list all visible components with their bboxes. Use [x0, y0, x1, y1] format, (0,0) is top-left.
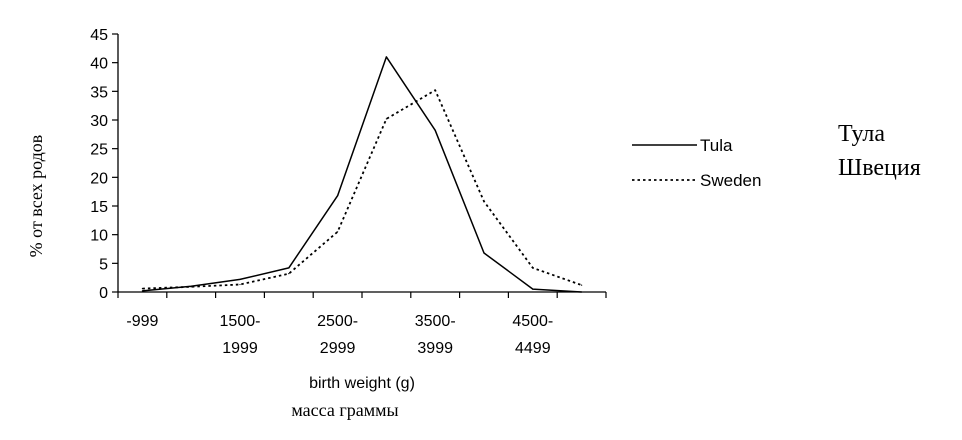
x-tick-label: -999 [126, 313, 158, 330]
data-point-tula [581, 291, 583, 293]
data-point-tula [483, 252, 485, 254]
data-point-tula [532, 288, 534, 290]
data-point-sweden [190, 286, 192, 288]
legend-ru-tula: Тула [838, 121, 885, 147]
y-tick-label: 0 [99, 285, 108, 302]
y-tick-label: 40 [90, 56, 108, 73]
x-tick-label: 3999 [417, 340, 453, 357]
y-tick-label: 30 [90, 113, 108, 130]
series-line-tula [142, 56, 582, 293]
legend-ru-sweden: Швеция [838, 155, 921, 181]
y-tick-label: 35 [90, 84, 108, 101]
data-point-sweden [141, 287, 143, 290]
data-point-sweden [581, 284, 583, 286]
y-tick-label: 20 [90, 170, 108, 187]
data-point-sweden [239, 283, 241, 286]
data-point-tula [288, 267, 290, 269]
data-point-tula [337, 195, 339, 197]
x-tick-label: 4499 [515, 340, 551, 357]
x-tick-label: 3500- [415, 313, 456, 330]
series-line-sweden [142, 89, 582, 290]
legend-label-sweden: Sweden [700, 171, 761, 190]
x-axis-label: birth weight (g) [309, 375, 415, 392]
y-tick-label: 5 [99, 256, 108, 273]
data-point-sweden [385, 118, 387, 120]
data-point-sweden [288, 273, 290, 275]
data-point-sweden [337, 231, 339, 233]
data-point-tula [385, 56, 387, 58]
x-axis-label-ru: масса граммы [291, 400, 398, 420]
x-tick-label: 1500- [220, 313, 261, 330]
data-point-sweden [532, 267, 534, 269]
data-point-sweden [434, 89, 436, 91]
legend: Tula Sweden [632, 136, 761, 190]
y-tick-label: 25 [90, 142, 108, 159]
legend-label-tula: Tula [700, 136, 733, 155]
x-tick-label: 2500- [317, 313, 358, 330]
x-axis: -999 1500- 1999 2500- 2999 3500- 3999 4500- 4499 [117, 291, 607, 357]
series-layer [141, 56, 583, 293]
data-point-tula [434, 129, 436, 131]
x-tick-label: 1999 [222, 340, 258, 357]
y-axis-label: % от всех родов [26, 135, 46, 258]
y-axis: 0 5 10 15 20 25 30 35 40 45 [90, 27, 119, 302]
x-tick-label: 2999 [320, 340, 356, 357]
data-point-sweden [483, 200, 485, 203]
y-tick-label: 45 [90, 27, 108, 44]
data-point-tula [141, 290, 143, 292]
x-tick-label: 4500- [512, 313, 553, 330]
y-tick-label: 10 [90, 228, 108, 245]
data-point-tula [239, 278, 241, 280]
y-tick-label: 15 [90, 199, 108, 216]
